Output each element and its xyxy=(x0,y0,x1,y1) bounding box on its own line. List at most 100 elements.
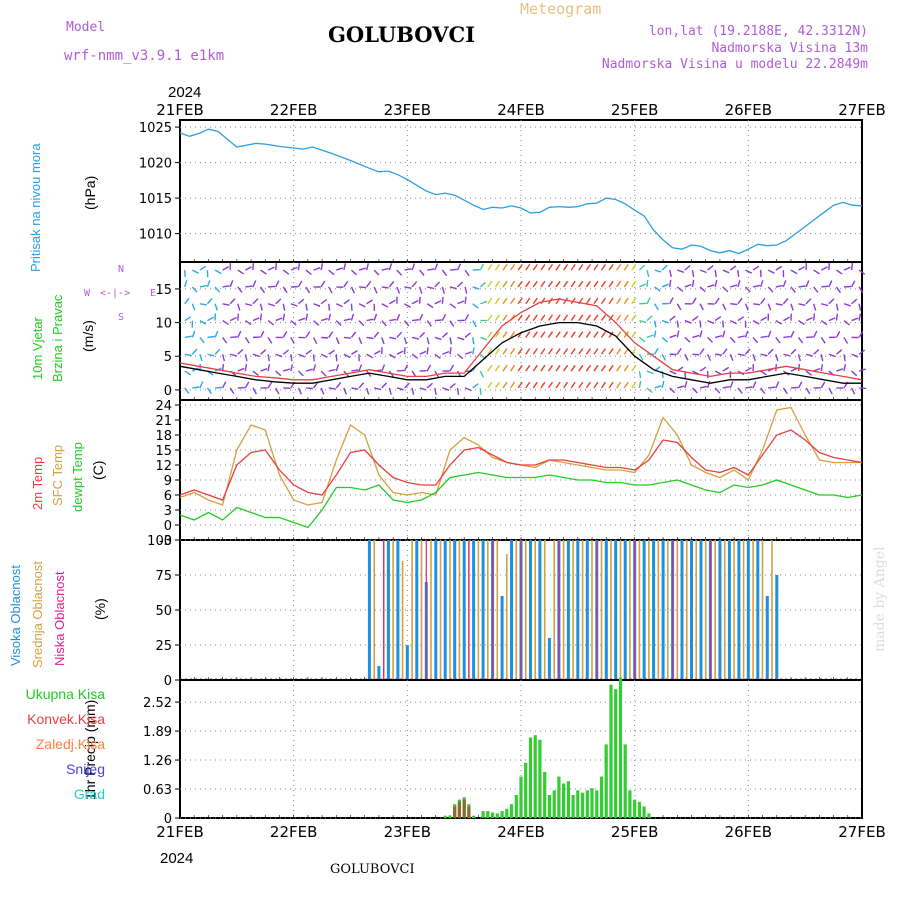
wind-barb xyxy=(252,387,258,395)
precip-bar xyxy=(618,677,623,818)
wind-barb xyxy=(252,370,259,377)
wind-barb xyxy=(403,347,406,355)
cloud-panel: 0 25 50 75 100 xyxy=(147,534,863,689)
wind-barb xyxy=(714,279,718,288)
wind-barb xyxy=(578,280,584,288)
wind-barb xyxy=(661,336,668,343)
wind-barb xyxy=(631,280,637,288)
wind-barb xyxy=(351,387,359,390)
wind-barb xyxy=(813,367,821,372)
wind-barb xyxy=(191,286,198,293)
precip-bar xyxy=(528,737,533,818)
wind-barb xyxy=(835,313,839,321)
wind-barb xyxy=(623,314,629,321)
wind-barb xyxy=(729,336,736,344)
wind-barb xyxy=(381,320,387,327)
wind-barb xyxy=(525,314,531,321)
wind-barb xyxy=(820,320,828,326)
wind-barb xyxy=(646,297,651,305)
year-top: 2024 xyxy=(168,84,202,101)
time-label-top: 23FEB xyxy=(384,101,431,119)
wind-barb xyxy=(540,331,546,338)
wind-barb xyxy=(207,335,215,339)
wind-barb xyxy=(426,320,432,327)
time-label-top: 25FEB xyxy=(611,101,658,119)
low-cloud-bar xyxy=(492,540,494,680)
wind-barb xyxy=(396,387,404,391)
wind-barb xyxy=(782,387,788,395)
wind-barb xyxy=(540,297,546,305)
wind-barb xyxy=(540,348,546,355)
mid-cloud-bar xyxy=(667,540,669,680)
mid-cloud-bar xyxy=(638,540,641,680)
wind-barb xyxy=(714,370,722,376)
wind-barb xyxy=(418,286,423,294)
high-cloud-bar xyxy=(405,645,409,680)
precip-bar xyxy=(543,772,547,818)
wind-barb xyxy=(381,364,386,372)
wind-barb xyxy=(494,263,500,271)
wind-barb xyxy=(835,286,841,294)
wind-barb xyxy=(199,265,207,271)
wind-barb xyxy=(547,364,554,372)
high-cloud-bar xyxy=(652,540,656,680)
wind-barb xyxy=(623,263,629,271)
mid-cloud-bar xyxy=(761,540,764,680)
wind-barb xyxy=(404,286,412,289)
wind-barb xyxy=(282,349,290,355)
wind-barb xyxy=(221,364,225,372)
wind-barb xyxy=(366,336,374,340)
dewpt-line xyxy=(179,471,863,529)
wind-barb xyxy=(525,348,531,355)
wind-barb xyxy=(767,348,774,355)
mid-cloud-bar xyxy=(496,540,499,680)
wind-barb xyxy=(282,269,290,275)
wind-barb xyxy=(616,297,622,305)
wind-barb xyxy=(199,284,207,288)
wind-barb xyxy=(305,387,313,390)
wind-barb xyxy=(290,337,295,344)
wind-barb xyxy=(336,267,344,271)
wind-barb xyxy=(646,334,654,339)
wind-barb xyxy=(669,279,672,288)
wind-barb xyxy=(358,364,363,372)
wind-barb xyxy=(593,381,599,389)
wind-barb xyxy=(684,319,692,324)
wind-barb xyxy=(335,337,340,345)
precip-bar xyxy=(552,790,556,818)
time-label-bottom: 21FEB xyxy=(156,823,203,841)
wind-barb xyxy=(275,353,283,358)
wind-barb xyxy=(358,303,366,308)
wind-barb xyxy=(805,353,813,357)
wind-barb xyxy=(760,387,766,395)
wind-barb xyxy=(525,280,531,288)
wind-barb xyxy=(305,313,309,321)
wind-barb xyxy=(707,265,714,271)
wind-barb xyxy=(320,387,325,395)
wind-barb xyxy=(229,387,235,395)
pressure-panel: 1010 1015 1020 1025 xyxy=(139,119,863,263)
wind-barb xyxy=(563,348,569,355)
wind-barb xyxy=(540,381,546,389)
wind-barb xyxy=(821,303,829,307)
wind-barb xyxy=(305,303,308,311)
mid-cloud-bar xyxy=(572,540,574,680)
wind-barb xyxy=(638,370,642,379)
wind-barb xyxy=(199,354,203,362)
wind-barb xyxy=(653,347,659,355)
wind-barb xyxy=(631,381,637,389)
wind-barb xyxy=(563,364,569,372)
wind-barb xyxy=(806,336,814,339)
footer-station: GOLUBOVCI xyxy=(330,862,415,877)
wind-barb xyxy=(570,314,576,321)
wind-barb xyxy=(843,266,851,271)
wind-barb xyxy=(752,265,760,271)
wind-barb xyxy=(836,269,843,275)
high-cloud-bar xyxy=(585,540,589,680)
wind-barb xyxy=(502,364,508,372)
precip-bar xyxy=(533,735,537,818)
wind-barb xyxy=(782,298,789,305)
precip-bar xyxy=(633,799,637,818)
wind-barb xyxy=(699,330,703,338)
wind-barb xyxy=(206,280,211,288)
